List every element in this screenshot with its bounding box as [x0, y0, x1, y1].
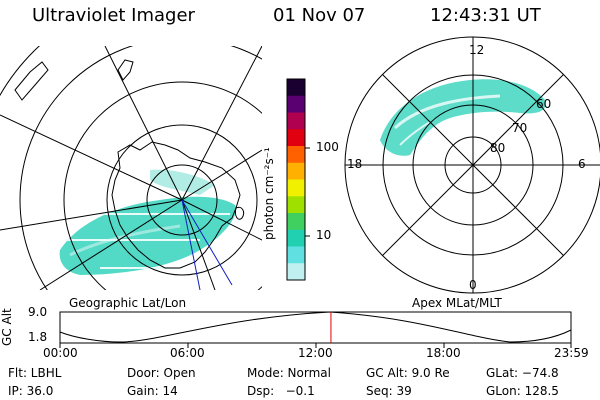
left-map-caption: Geographic Lat/Lon — [69, 296, 187, 310]
info-flt: Flt: LBHL — [8, 366, 62, 380]
colorbar-unit-label: photon cm⁻²s⁻¹ — [262, 147, 276, 240]
timeline-axis-label: GC Alt — [0, 308, 14, 346]
colorbar-segment — [287, 263, 305, 281]
right-aurora — [380, 79, 546, 156]
colorbar — [286, 78, 310, 281]
timeline-xtick-2: 12:00 — [298, 346, 333, 360]
colorbar-segment — [287, 79, 305, 97]
info-door: Door: Open — [127, 366, 196, 380]
timeline-xtick-1: 06:00 — [170, 346, 205, 360]
colorbar-segment — [287, 246, 305, 264]
colorbar-segment — [287, 229, 305, 247]
info-gc-alt: GC Alt: 9.0 Re — [366, 366, 450, 380]
lat-label-60: 60 — [536, 97, 552, 111]
colorbar-segment — [287, 179, 305, 197]
timeline-plot — [59, 311, 572, 348]
colorbar-segment — [287, 129, 305, 147]
time-label: 12:43:31 UT — [430, 5, 541, 26]
meridians — [0, 46, 262, 290]
lat-label-80: 80 — [490, 141, 506, 155]
lat-label-70: 70 — [512, 121, 528, 135]
info-gain: Gain: 14 — [127, 384, 178, 398]
colorbar-segment — [287, 213, 305, 231]
timeline-ytick-high: 9.0 — [28, 305, 48, 319]
lat-circles — [0, 46, 262, 290]
timeline-xtick-3: 18:00 — [426, 346, 461, 360]
info-seq: Seq: 39 — [366, 384, 412, 398]
colorbar-segment — [287, 95, 305, 113]
colorbar-tick-100: 100 — [316, 140, 339, 154]
sun-line — [181, 199, 233, 286]
colorbar-segment — [287, 196, 305, 214]
info-glat: GLat: −74.8 — [486, 366, 559, 380]
geographic-map — [0, 46, 262, 290]
mlt-label-18: 18 — [347, 157, 363, 171]
timeline-xtick-0: 00:00 — [43, 346, 78, 360]
right-map-caption: Apex MLat/MLT — [412, 296, 502, 310]
info-ip: IP: 36.0 — [8, 384, 54, 398]
colorbar-segment — [287, 112, 305, 130]
info-dsp: Dsp: −0.1 — [247, 384, 315, 398]
colorbar-segment — [287, 162, 305, 180]
mlt-label-0: 0 — [469, 278, 477, 292]
polar-map — [344, 36, 600, 294]
timeline-ytick-low: 1.8 — [28, 330, 48, 344]
colorbar-tick-10: 10 — [316, 228, 332, 242]
date-label: 01 Nov 07 — [273, 5, 366, 26]
colorbar-segment — [287, 146, 305, 164]
mlt-label-6: 6 — [578, 157, 586, 171]
instrument-title: Ultraviolet Imager — [32, 5, 195, 26]
timeline-xtick-4: 23:59 — [554, 346, 589, 360]
info-glon: GLon: 128.5 — [486, 384, 559, 398]
coastline — [111, 141, 241, 269]
info-mode: Mode: Normal — [247, 366, 331, 380]
mlt-label-12: 12 — [469, 43, 485, 57]
